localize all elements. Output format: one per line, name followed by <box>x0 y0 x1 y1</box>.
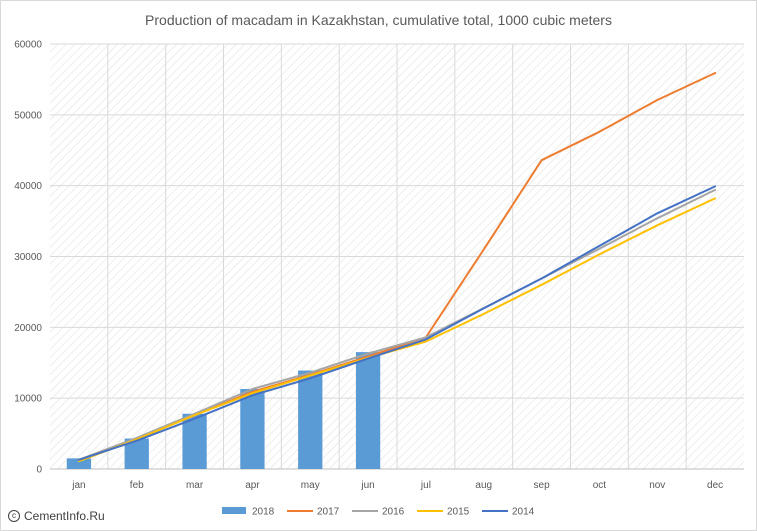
x-axis: jan feb mar apr may jun jul aug sep oct nov dec <box>71 480 723 491</box>
y-axis: 0 10000 20000 30000 40000 50000 60000 <box>14 40 42 476</box>
line-series <box>77 72 717 463</box>
y-tick-label: 40000 <box>14 181 42 192</box>
y-tick-label: 60000 <box>14 40 42 51</box>
bar <box>355 352 381 469</box>
bar <box>240 388 265 469</box>
series-line-2014 <box>77 185 717 461</box>
y-tick-label: 30000 <box>14 252 42 263</box>
legend-label-2017: 2017 <box>317 507 340 518</box>
legend-label-2016: 2016 <box>382 507 405 518</box>
legend-label-2018: 2018 <box>252 507 275 518</box>
x-tick-label: nov <box>649 480 665 491</box>
x-tick-label: aug <box>475 480 492 491</box>
y-tick-label: 0 <box>36 465 42 476</box>
watermark: c CementInfo.Ru <box>8 509 105 523</box>
x-tick-label: jun <box>360 480 374 491</box>
legend: 2018 2017 2016 2015 2014 <box>222 507 535 518</box>
gridlines <box>50 43 744 470</box>
x-tick-label: may <box>301 480 320 491</box>
legend-swatch-2018 <box>222 507 246 514</box>
y-tick-label: 50000 <box>14 110 42 121</box>
x-tick-label: mar <box>186 480 204 491</box>
watermark-text: CementInfo.Ru <box>24 509 105 523</box>
x-tick-label: oct <box>593 480 607 491</box>
x-tick-label: dec <box>707 480 723 491</box>
x-tick-label: apr <box>245 480 260 491</box>
copyright-icon: c <box>8 510 20 522</box>
legend-label-2014: 2014 <box>512 507 535 518</box>
series-line-2016 <box>77 188 717 461</box>
y-tick-label: 20000 <box>14 323 42 334</box>
x-tick-label: jul <box>420 480 431 491</box>
bar <box>182 413 207 469</box>
bar <box>66 458 92 469</box>
y-tick-label: 10000 <box>14 394 42 405</box>
x-tick-label: jan <box>71 480 85 491</box>
chart-title: Production of macadam in Kazakhstan, cum… <box>145 12 612 28</box>
bar <box>298 370 323 469</box>
x-tick-label: feb <box>130 480 144 491</box>
legend-label-2015: 2015 <box>447 507 470 518</box>
x-tick-label: sep <box>534 480 551 491</box>
